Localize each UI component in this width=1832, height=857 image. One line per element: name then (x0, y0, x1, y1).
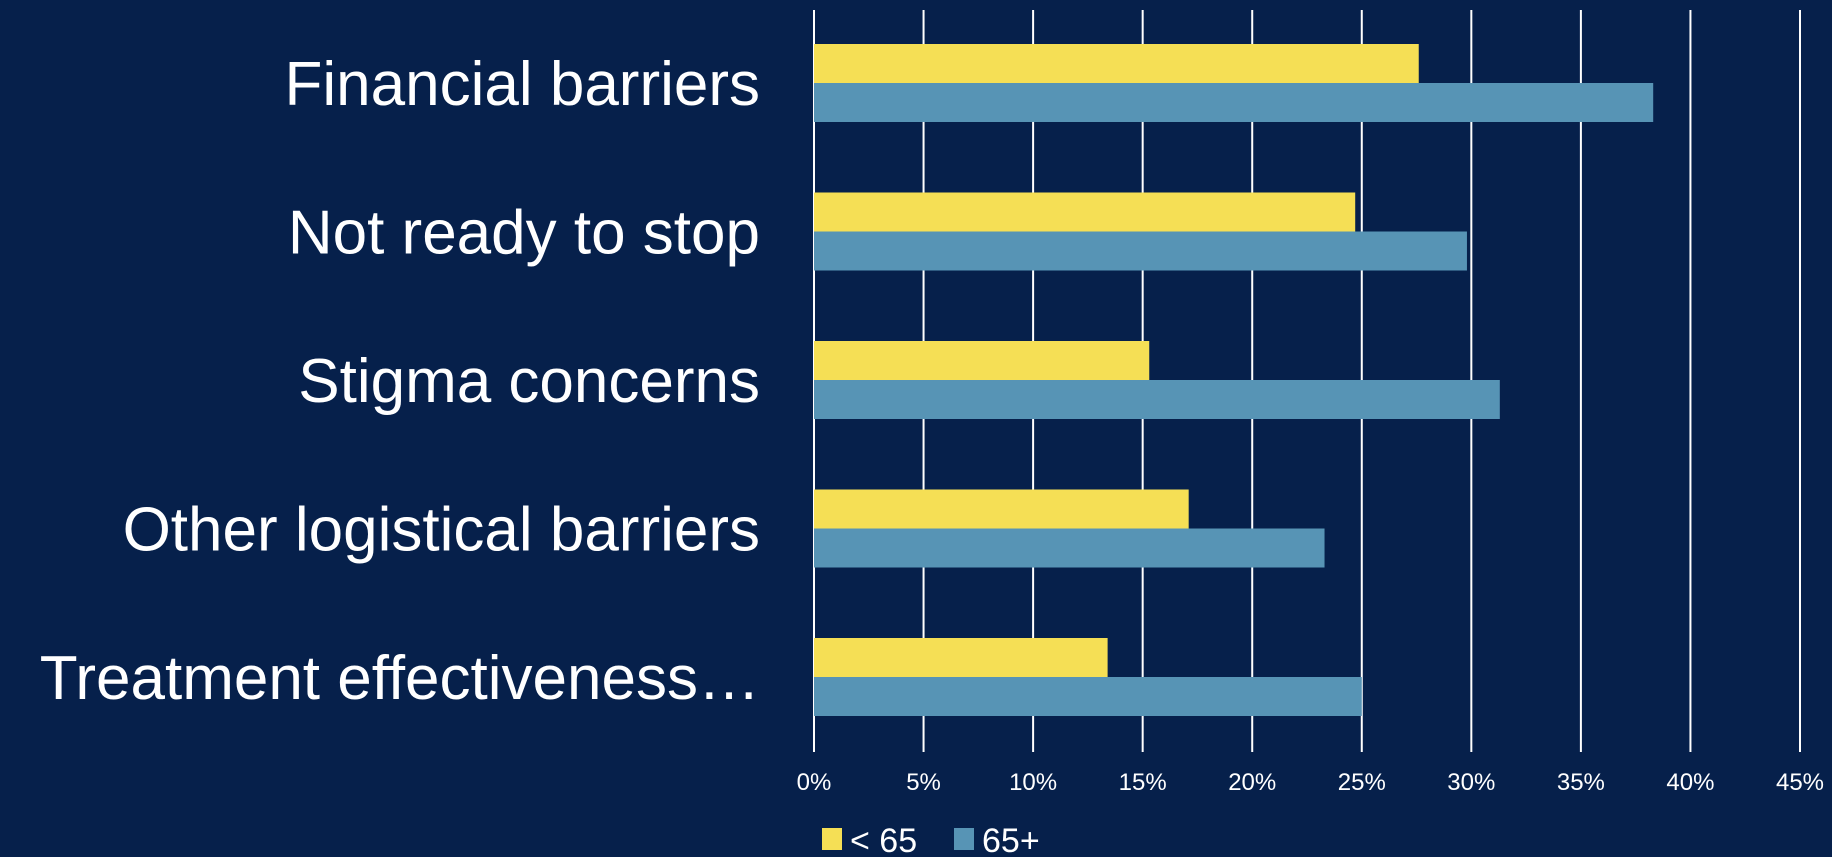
bar-under-65 (814, 489, 1189, 529)
bar-under-65 (814, 638, 1108, 677)
x-tick-label: 35% (1557, 769, 1605, 796)
bar-under-65 (814, 192, 1356, 232)
x-tick-label: 25% (1338, 769, 1386, 796)
legend-swatch (954, 828, 974, 850)
bar-65-plus (814, 528, 1325, 568)
x-tick-label: 10% (1009, 769, 1057, 796)
bar-under-65 (814, 341, 1150, 380)
x-tick-label: 45% (1776, 769, 1824, 796)
bar-under-65 (814, 44, 1419, 83)
category-label: Other logistical barriers (123, 496, 760, 565)
x-tick-label: 0% (797, 769, 832, 796)
x-tick-label: 30% (1447, 769, 1495, 796)
bar-65-plus (814, 83, 1654, 122)
bars (814, 44, 1654, 716)
legend-label: 65+ (982, 822, 1040, 857)
category-label: Stigma concerns (298, 347, 760, 416)
legend: < 65 65+ (822, 822, 1040, 857)
legend-swatch (822, 828, 842, 850)
x-tick-label: 40% (1666, 769, 1714, 796)
x-tick-label: 5% (906, 769, 941, 796)
bar-65-plus (814, 677, 1362, 716)
category-label: Treatment effectiveness… (40, 644, 760, 713)
x-tick-label: 15% (1119, 769, 1167, 796)
legend-label: < 65 (850, 822, 917, 857)
bar-65-plus (814, 380, 1500, 419)
bar-65-plus (814, 231, 1467, 271)
category-labels: Financial barriers Not ready to stop Stigm… (40, 50, 760, 713)
x-tick-labels: 0% 5% 10% 15% 20% 25% 30% 35% 40% 45% (797, 769, 1824, 796)
category-label: Financial barriers (284, 50, 760, 119)
category-label: Not ready to stop (288, 199, 760, 268)
x-tick-label: 20% (1228, 769, 1276, 796)
